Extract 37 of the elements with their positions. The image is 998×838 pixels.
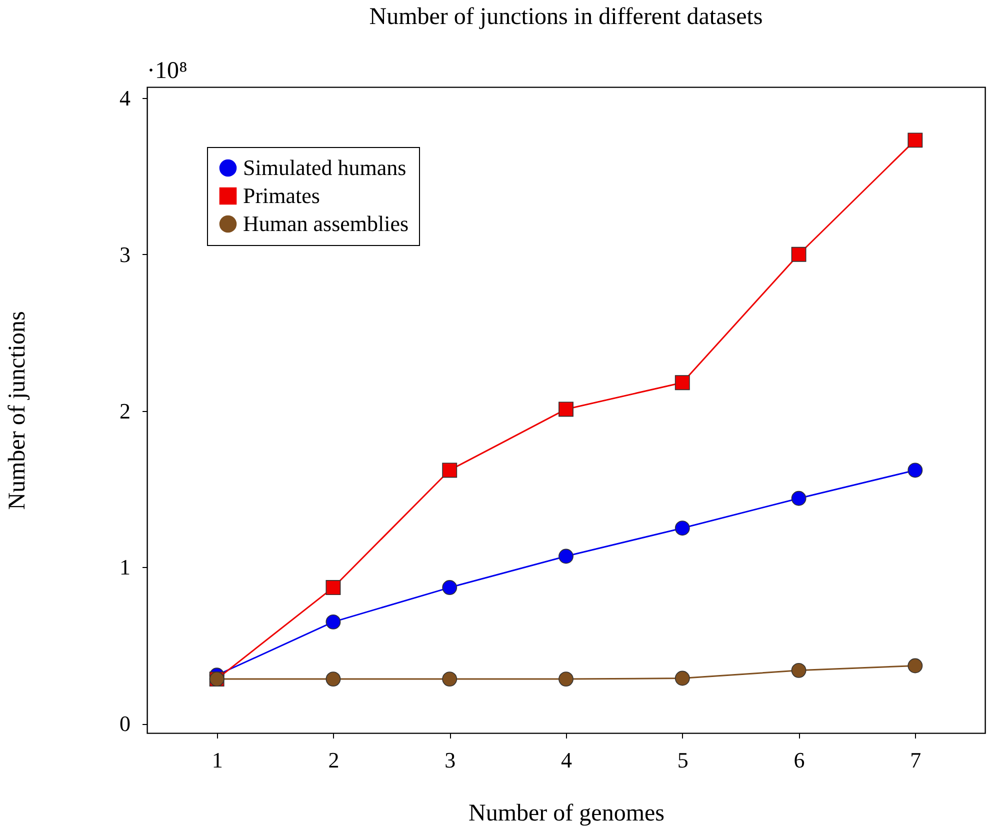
point xyxy=(558,402,574,417)
point xyxy=(674,670,690,686)
point xyxy=(326,580,341,596)
x-tick-label: 2 xyxy=(328,748,340,772)
y-tick-label: 0 xyxy=(120,711,130,736)
x-axis-title: Number of genomes xyxy=(468,800,664,826)
legend-label: Simulated humans xyxy=(243,155,406,180)
point xyxy=(908,462,923,478)
y-axis-title: Number of junctions xyxy=(4,311,30,510)
point xyxy=(908,132,923,148)
point xyxy=(791,246,806,262)
point xyxy=(791,490,806,506)
legend-label: Human assemblies xyxy=(243,211,409,236)
point xyxy=(442,462,458,478)
x-tick-label: 6 xyxy=(794,748,805,772)
legend-label: Primates xyxy=(243,183,320,208)
x-tick-label: 1 xyxy=(212,748,223,772)
x-tick-label: 7 xyxy=(910,748,922,772)
y-tick-label: 3 xyxy=(120,242,130,267)
point xyxy=(791,662,806,678)
point xyxy=(326,614,341,630)
x-tick-label: 4 xyxy=(561,748,572,772)
point xyxy=(442,672,458,686)
point xyxy=(674,375,690,390)
point xyxy=(558,548,574,564)
point xyxy=(674,520,690,536)
x-tick-label: 3 xyxy=(444,748,456,772)
text: ·10⁸ xyxy=(147,58,188,84)
point xyxy=(908,658,923,674)
chart-title: Number of junctions in different datasets xyxy=(369,4,763,30)
y-tick-label: 4 xyxy=(120,85,130,110)
x-tick-label: 5 xyxy=(677,748,688,772)
point xyxy=(442,580,458,595)
point xyxy=(558,672,574,686)
point xyxy=(326,672,341,686)
y-tick-label: 1 xyxy=(120,554,130,580)
y-tick-label: 2 xyxy=(120,398,130,424)
